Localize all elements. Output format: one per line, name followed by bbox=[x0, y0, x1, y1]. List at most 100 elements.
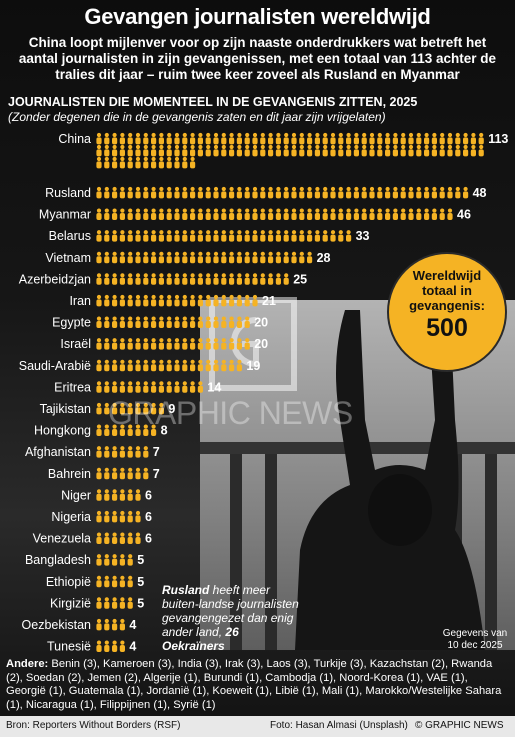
person-icon-head bbox=[377, 186, 382, 192]
person-icon-head bbox=[377, 208, 382, 213]
person-icon-head bbox=[159, 273, 164, 278]
person-icon-head bbox=[432, 208, 437, 213]
category-label: Myanmar bbox=[39, 208, 91, 222]
person-icon-head bbox=[229, 144, 234, 150]
person-icon-body bbox=[119, 493, 125, 501]
person-icon-head bbox=[190, 144, 195, 150]
person-icon-head bbox=[393, 186, 398, 192]
badge-line-3: gevangenis: bbox=[409, 298, 485, 313]
person-icon-body bbox=[166, 321, 172, 328]
person-icon-head bbox=[159, 316, 164, 321]
callout: Rusland heeft meer buiten-landse journal… bbox=[162, 583, 302, 653]
person-icon-body bbox=[229, 342, 235, 350]
person-icon-head bbox=[229, 251, 234, 256]
person-icon-body bbox=[158, 277, 164, 285]
bar-isra-l: Israël 20 bbox=[60, 337, 268, 351]
person-icon-body bbox=[275, 191, 281, 199]
person-icon-head bbox=[174, 208, 180, 213]
person-icon-head bbox=[206, 230, 211, 235]
person-icon-head bbox=[307, 208, 312, 213]
person-icon-body bbox=[135, 472, 141, 480]
person-icon-body bbox=[104, 277, 110, 285]
person-icon-head bbox=[96, 251, 102, 256]
person-icon-head bbox=[143, 208, 148, 213]
person-icon-head bbox=[237, 186, 242, 192]
person-icon-head bbox=[190, 359, 195, 364]
person-icon-body bbox=[112, 342, 118, 350]
value-label: 7 bbox=[153, 445, 160, 459]
person-icon-body bbox=[361, 137, 367, 145]
value-label: 25 bbox=[293, 272, 307, 286]
person-icon-body bbox=[158, 149, 164, 157]
person-icon-head bbox=[229, 186, 234, 192]
person-icon-body bbox=[104, 321, 110, 328]
person-icon-head bbox=[112, 618, 117, 624]
person-icon-body bbox=[104, 407, 110, 415]
person-icon-head bbox=[112, 338, 117, 343]
person-icon-body bbox=[408, 149, 414, 157]
person-icon-head bbox=[104, 532, 109, 537]
person-icon-head bbox=[284, 132, 289, 138]
category-label: Venezuela bbox=[33, 532, 91, 546]
bar-saudi-arabi-: Saudi-Arabië 19 bbox=[19, 359, 261, 373]
person-icon-head bbox=[385, 144, 390, 150]
person-icon-head bbox=[143, 251, 148, 256]
person-icon-body bbox=[158, 299, 164, 307]
person-icon-head bbox=[128, 208, 133, 213]
person-icon-head bbox=[104, 489, 109, 494]
person-icon-body bbox=[369, 213, 375, 220]
person-icon-head bbox=[112, 316, 117, 321]
person-icon-head bbox=[135, 359, 141, 364]
person-icon-body bbox=[96, 580, 102, 588]
person-icon-head bbox=[190, 316, 195, 321]
person-icon-body bbox=[416, 149, 422, 157]
bar-rusland: Rusland 48 bbox=[45, 186, 486, 200]
person-icon-head bbox=[213, 132, 219, 138]
person-icon-head bbox=[362, 208, 367, 213]
person-icon-body bbox=[346, 137, 352, 145]
person-icon-body bbox=[143, 385, 149, 393]
person-icon-body bbox=[135, 364, 141, 372]
person-icon-head bbox=[213, 338, 219, 343]
person-icon-head bbox=[401, 144, 406, 150]
person-icon-body bbox=[119, 299, 125, 307]
person-icon-body bbox=[205, 191, 211, 199]
person-icon-body bbox=[143, 321, 149, 328]
person-icon-head bbox=[151, 316, 156, 321]
person-icon-body bbox=[96, 299, 102, 307]
person-icon-head bbox=[213, 186, 219, 192]
person-icon-body bbox=[143, 213, 149, 220]
person-icon-head bbox=[128, 156, 133, 162]
person-icon-body bbox=[112, 149, 118, 157]
person-icon-body bbox=[182, 364, 188, 372]
person-icon-body bbox=[236, 364, 242, 372]
person-icon-head bbox=[354, 144, 359, 150]
person-icon-head bbox=[104, 467, 109, 472]
person-icon-body bbox=[112, 537, 118, 544]
person-icon-head bbox=[284, 186, 289, 192]
person-icon-head bbox=[182, 273, 187, 278]
person-icon-body bbox=[236, 277, 242, 285]
person-icon-body bbox=[322, 137, 328, 145]
person-icon-body bbox=[197, 137, 203, 145]
value-label: 6 bbox=[145, 532, 152, 546]
person-icon-body bbox=[236, 256, 242, 264]
person-icon-head bbox=[167, 359, 172, 364]
person-icon-head bbox=[96, 554, 102, 559]
person-icon-head bbox=[198, 132, 203, 138]
person-icon-head bbox=[268, 132, 273, 138]
person-icon-body bbox=[229, 256, 235, 264]
value-label: 5 bbox=[137, 596, 144, 610]
person-icon-body bbox=[190, 234, 196, 242]
person-icon-body bbox=[112, 407, 118, 415]
person-icon-body bbox=[400, 149, 406, 157]
person-icon-head bbox=[182, 230, 187, 235]
person-icon-head bbox=[408, 186, 414, 192]
person-icon-head bbox=[206, 208, 211, 213]
person-icon-head bbox=[104, 424, 109, 429]
person-icon-body bbox=[158, 213, 164, 220]
person-icon-head bbox=[120, 144, 125, 150]
person-icon-head bbox=[96, 640, 102, 645]
person-icon-body bbox=[190, 342, 196, 350]
person-icon-head bbox=[96, 575, 102, 580]
